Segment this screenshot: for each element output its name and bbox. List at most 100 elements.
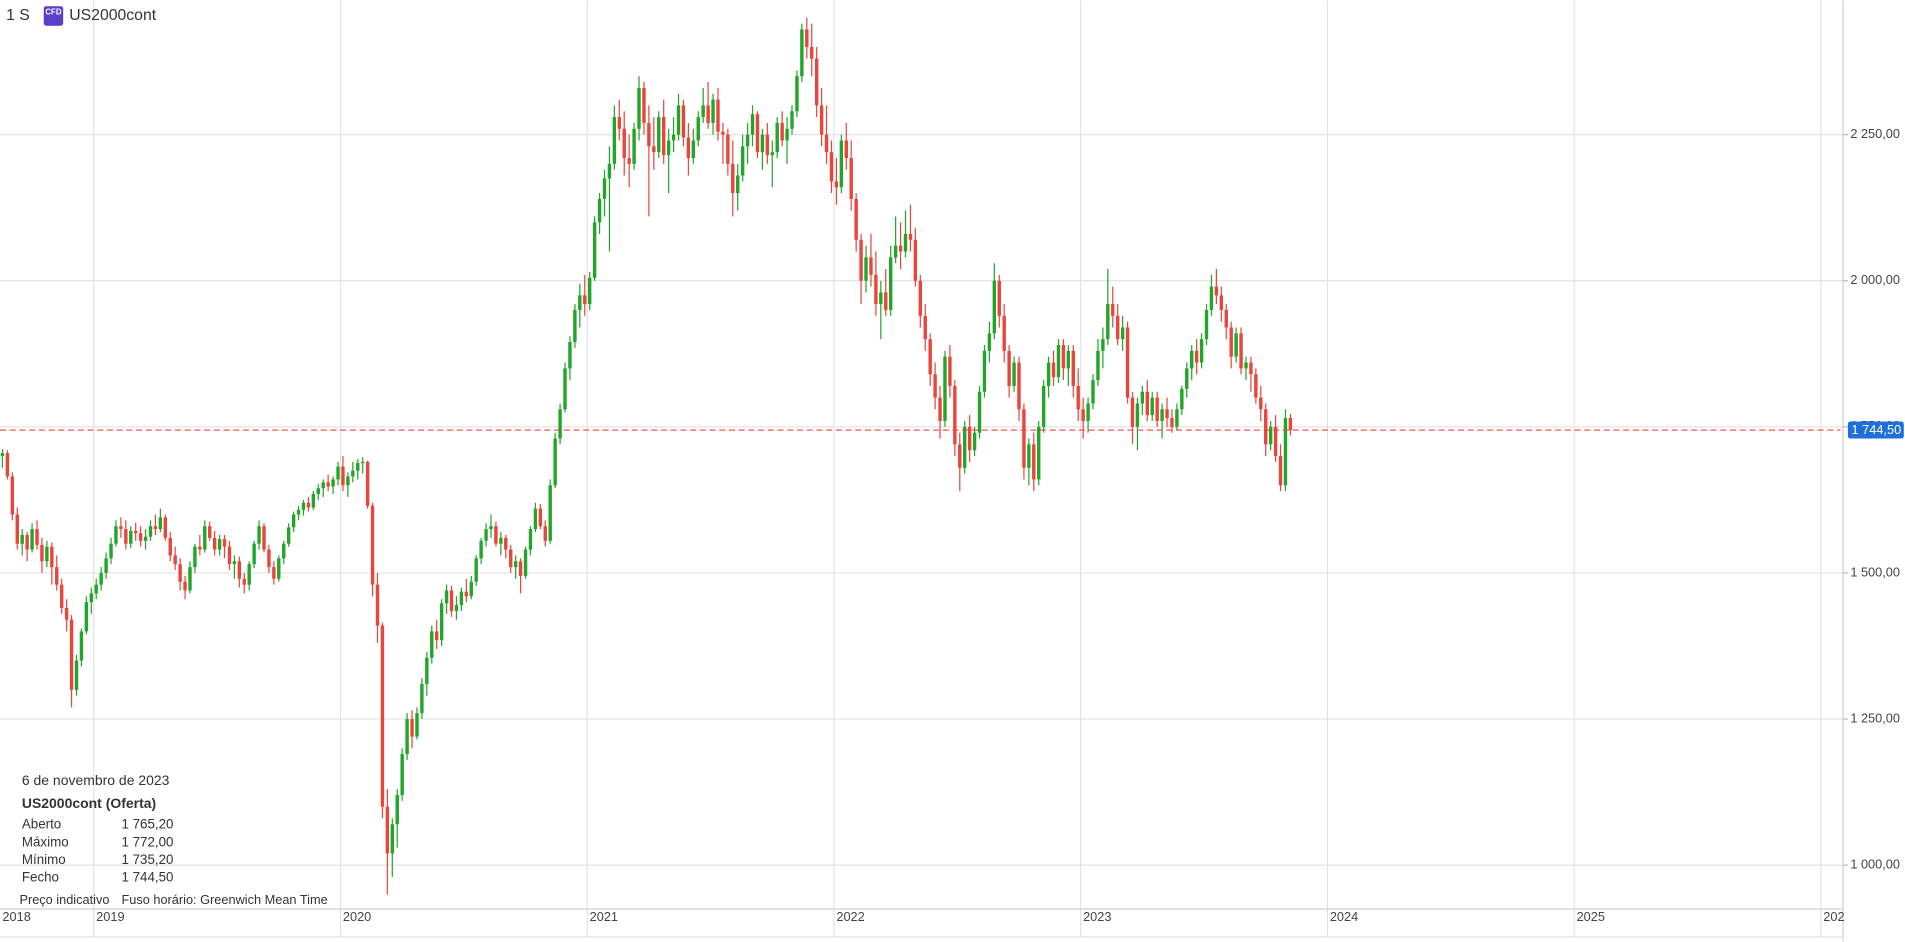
tooltip-title: US2000cont (Oferta) [22, 795, 156, 811]
candle-body [607, 163, 612, 179]
candle-body [252, 543, 256, 565]
y-axis: 1 000,001 250,001 500,001 750,002 000,00… [1843, 126, 1904, 872]
candle-body [953, 385, 957, 445]
candle-body [188, 567, 192, 591]
candle-body [597, 198, 602, 223]
candle-body [360, 461, 365, 464]
candle-body [874, 274, 878, 305]
candle-body [400, 754, 404, 796]
candle-body [153, 526, 158, 530]
candle-body [109, 543, 113, 559]
candle-body [134, 530, 138, 534]
candle-body [30, 529, 34, 550]
candle-body [647, 122, 651, 147]
candle-body [681, 105, 686, 138]
candle-body [341, 466, 345, 486]
candle-body [1086, 403, 1090, 421]
candle-body [499, 537, 503, 544]
candle-body [464, 591, 469, 597]
candle-body [977, 391, 982, 433]
candle-body [89, 593, 93, 603]
candle-body [459, 591, 464, 606]
candle-body [1037, 426, 1041, 480]
candle-body [20, 534, 24, 544]
candle-body [987, 333, 992, 351]
candle-body [227, 546, 232, 565]
candle-body [420, 683, 424, 714]
candle-body [415, 713, 419, 737]
candle-body [94, 584, 98, 594]
candle-body [523, 549, 528, 576]
candle-body [124, 529, 128, 544]
symbol[interactable]: US2000cont [69, 7, 156, 24]
candle-body [819, 105, 824, 135]
candle-body [972, 432, 977, 451]
candle-body [824, 134, 829, 153]
candle-body [1101, 339, 1105, 351]
candle-body [1224, 309, 1228, 328]
candle-body [114, 526, 118, 544]
interval[interactable]: 1 S [6, 7, 30, 24]
candle-body [1204, 309, 1209, 340]
candle-body [0, 453, 5, 457]
candle-body [933, 374, 937, 398]
candle-body [686, 137, 691, 159]
candle-body [854, 198, 858, 240]
candle-body [814, 58, 819, 106]
candle-body [1264, 409, 1268, 445]
candle-body [1115, 315, 1120, 340]
candle-body [770, 152, 774, 156]
candle-body [356, 463, 360, 471]
candle-body [247, 564, 251, 585]
candle-body [676, 105, 681, 135]
candle-body [5, 453, 10, 477]
candle-body [785, 128, 789, 141]
x-tick-label: 2019 [96, 909, 124, 924]
y-tick-label: 1 000,00 [1850, 857, 1900, 872]
symbol-icon [43, 6, 64, 26]
candle-body [25, 534, 29, 550]
candle-body [1046, 362, 1051, 386]
candle-body [489, 526, 493, 530]
candle-body [760, 134, 765, 153]
candle-body [637, 87, 641, 129]
candle-body [55, 567, 59, 585]
candle-body [1066, 350, 1071, 369]
candle-body [701, 105, 705, 118]
x-tick-label: 2022 [836, 909, 864, 924]
candle-body [1061, 345, 1066, 369]
tooltip-date: 6 de novembro de 2023 [22, 772, 170, 788]
candle-body [711, 99, 715, 123]
candle-body [326, 482, 330, 487]
candle-body [178, 564, 182, 582]
candle-body [509, 549, 513, 568]
candle-body [282, 543, 286, 559]
candle-body [1012, 362, 1016, 386]
x-start-label: 2018 [2, 909, 30, 924]
candle-body [671, 134, 676, 141]
plot-area [0, 17, 1841, 895]
candle-body [893, 245, 898, 258]
candle-body [316, 488, 320, 495]
candle-body [948, 356, 952, 386]
candle-body [1219, 295, 1224, 310]
candle-body [839, 140, 844, 188]
candle-body [657, 117, 661, 153]
tooltip: 6 de novembro de 2023 US2000cont (Oferta… [19, 772, 327, 907]
candle-body [494, 526, 498, 544]
grid [0, 0, 1844, 937]
candle-body [331, 479, 335, 487]
candle-body [45, 546, 49, 562]
candle-body [474, 558, 478, 582]
candle-body [1111, 304, 1115, 316]
candle-body [1071, 350, 1075, 386]
header: 1 S CFD US2000cont [6, 6, 157, 26]
candle-body [528, 529, 533, 550]
candle-body [1249, 362, 1253, 375]
candle-body [553, 438, 557, 486]
candle-body [1273, 426, 1278, 457]
candle-body [543, 526, 547, 541]
candle-body [365, 461, 370, 506]
candle-body [1170, 418, 1174, 427]
candle-body [1190, 350, 1194, 369]
